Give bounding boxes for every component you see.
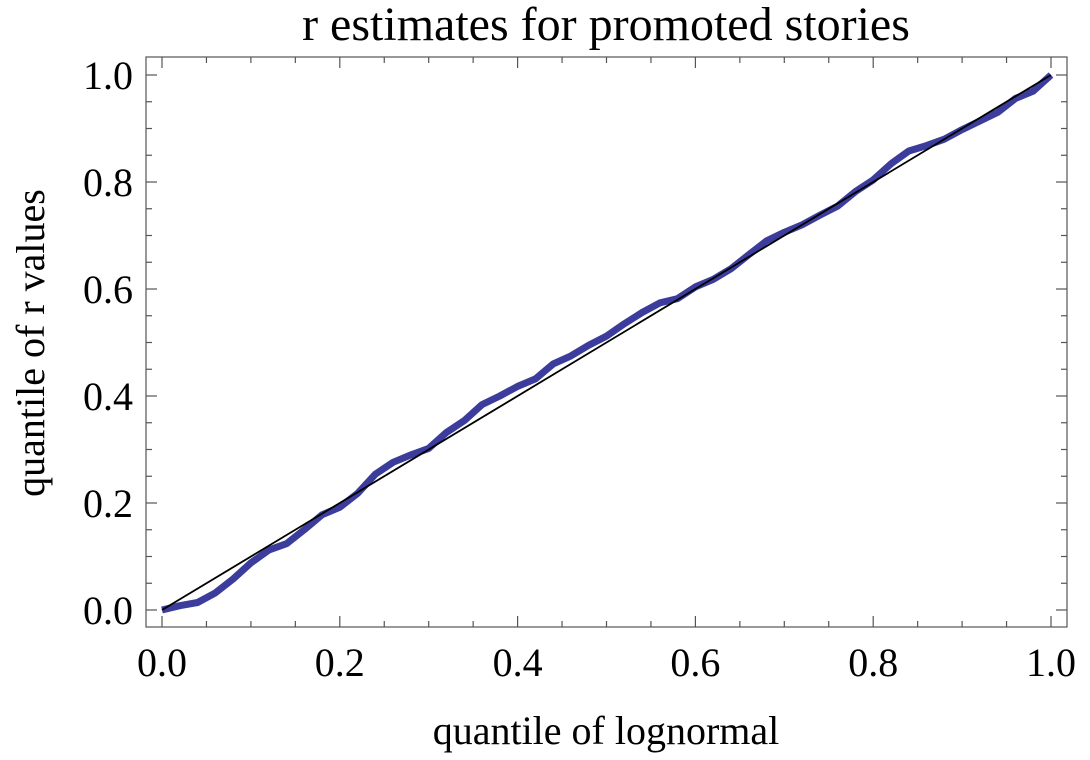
y-tick-label: 0.8: [83, 160, 133, 205]
tick-marks: [146, 57, 1067, 627]
x-tick-label: 1.0: [1026, 640, 1076, 685]
y-axis-label: quantile of r values: [8, 189, 53, 497]
x-axis-label: quantile of lognormal: [433, 708, 780, 753]
series-line-quantiles: [161, 72, 1054, 614]
x-tick-label: 0.0: [137, 640, 187, 685]
plot-area: [145, 56, 1068, 628]
y-tick-label: 0.0: [83, 588, 133, 633]
x-tick-label: 0.8: [848, 640, 898, 685]
series-layer: [161, 72, 1054, 614]
chart-title: r estimates for promoted stories: [302, 0, 910, 51]
x-tick-labels: 0.0 0.2 0.4 0.6 0.8 1.0: [137, 640, 1076, 685]
y-tick-label: 1.0: [83, 53, 133, 98]
y-tick-label: 0.4: [83, 374, 133, 419]
x-tick-label: 0.2: [315, 640, 365, 685]
y-tick-labels: 0.0 0.2 0.4 0.6 0.8 1.0: [83, 53, 133, 633]
y-tick-label: 0.6: [83, 267, 133, 312]
x-tick-label: 0.4: [493, 640, 543, 685]
x-tick-label: 0.6: [670, 640, 720, 685]
y-tick-label: 0.2: [83, 481, 133, 526]
series-line-reference: [161, 74, 1052, 611]
